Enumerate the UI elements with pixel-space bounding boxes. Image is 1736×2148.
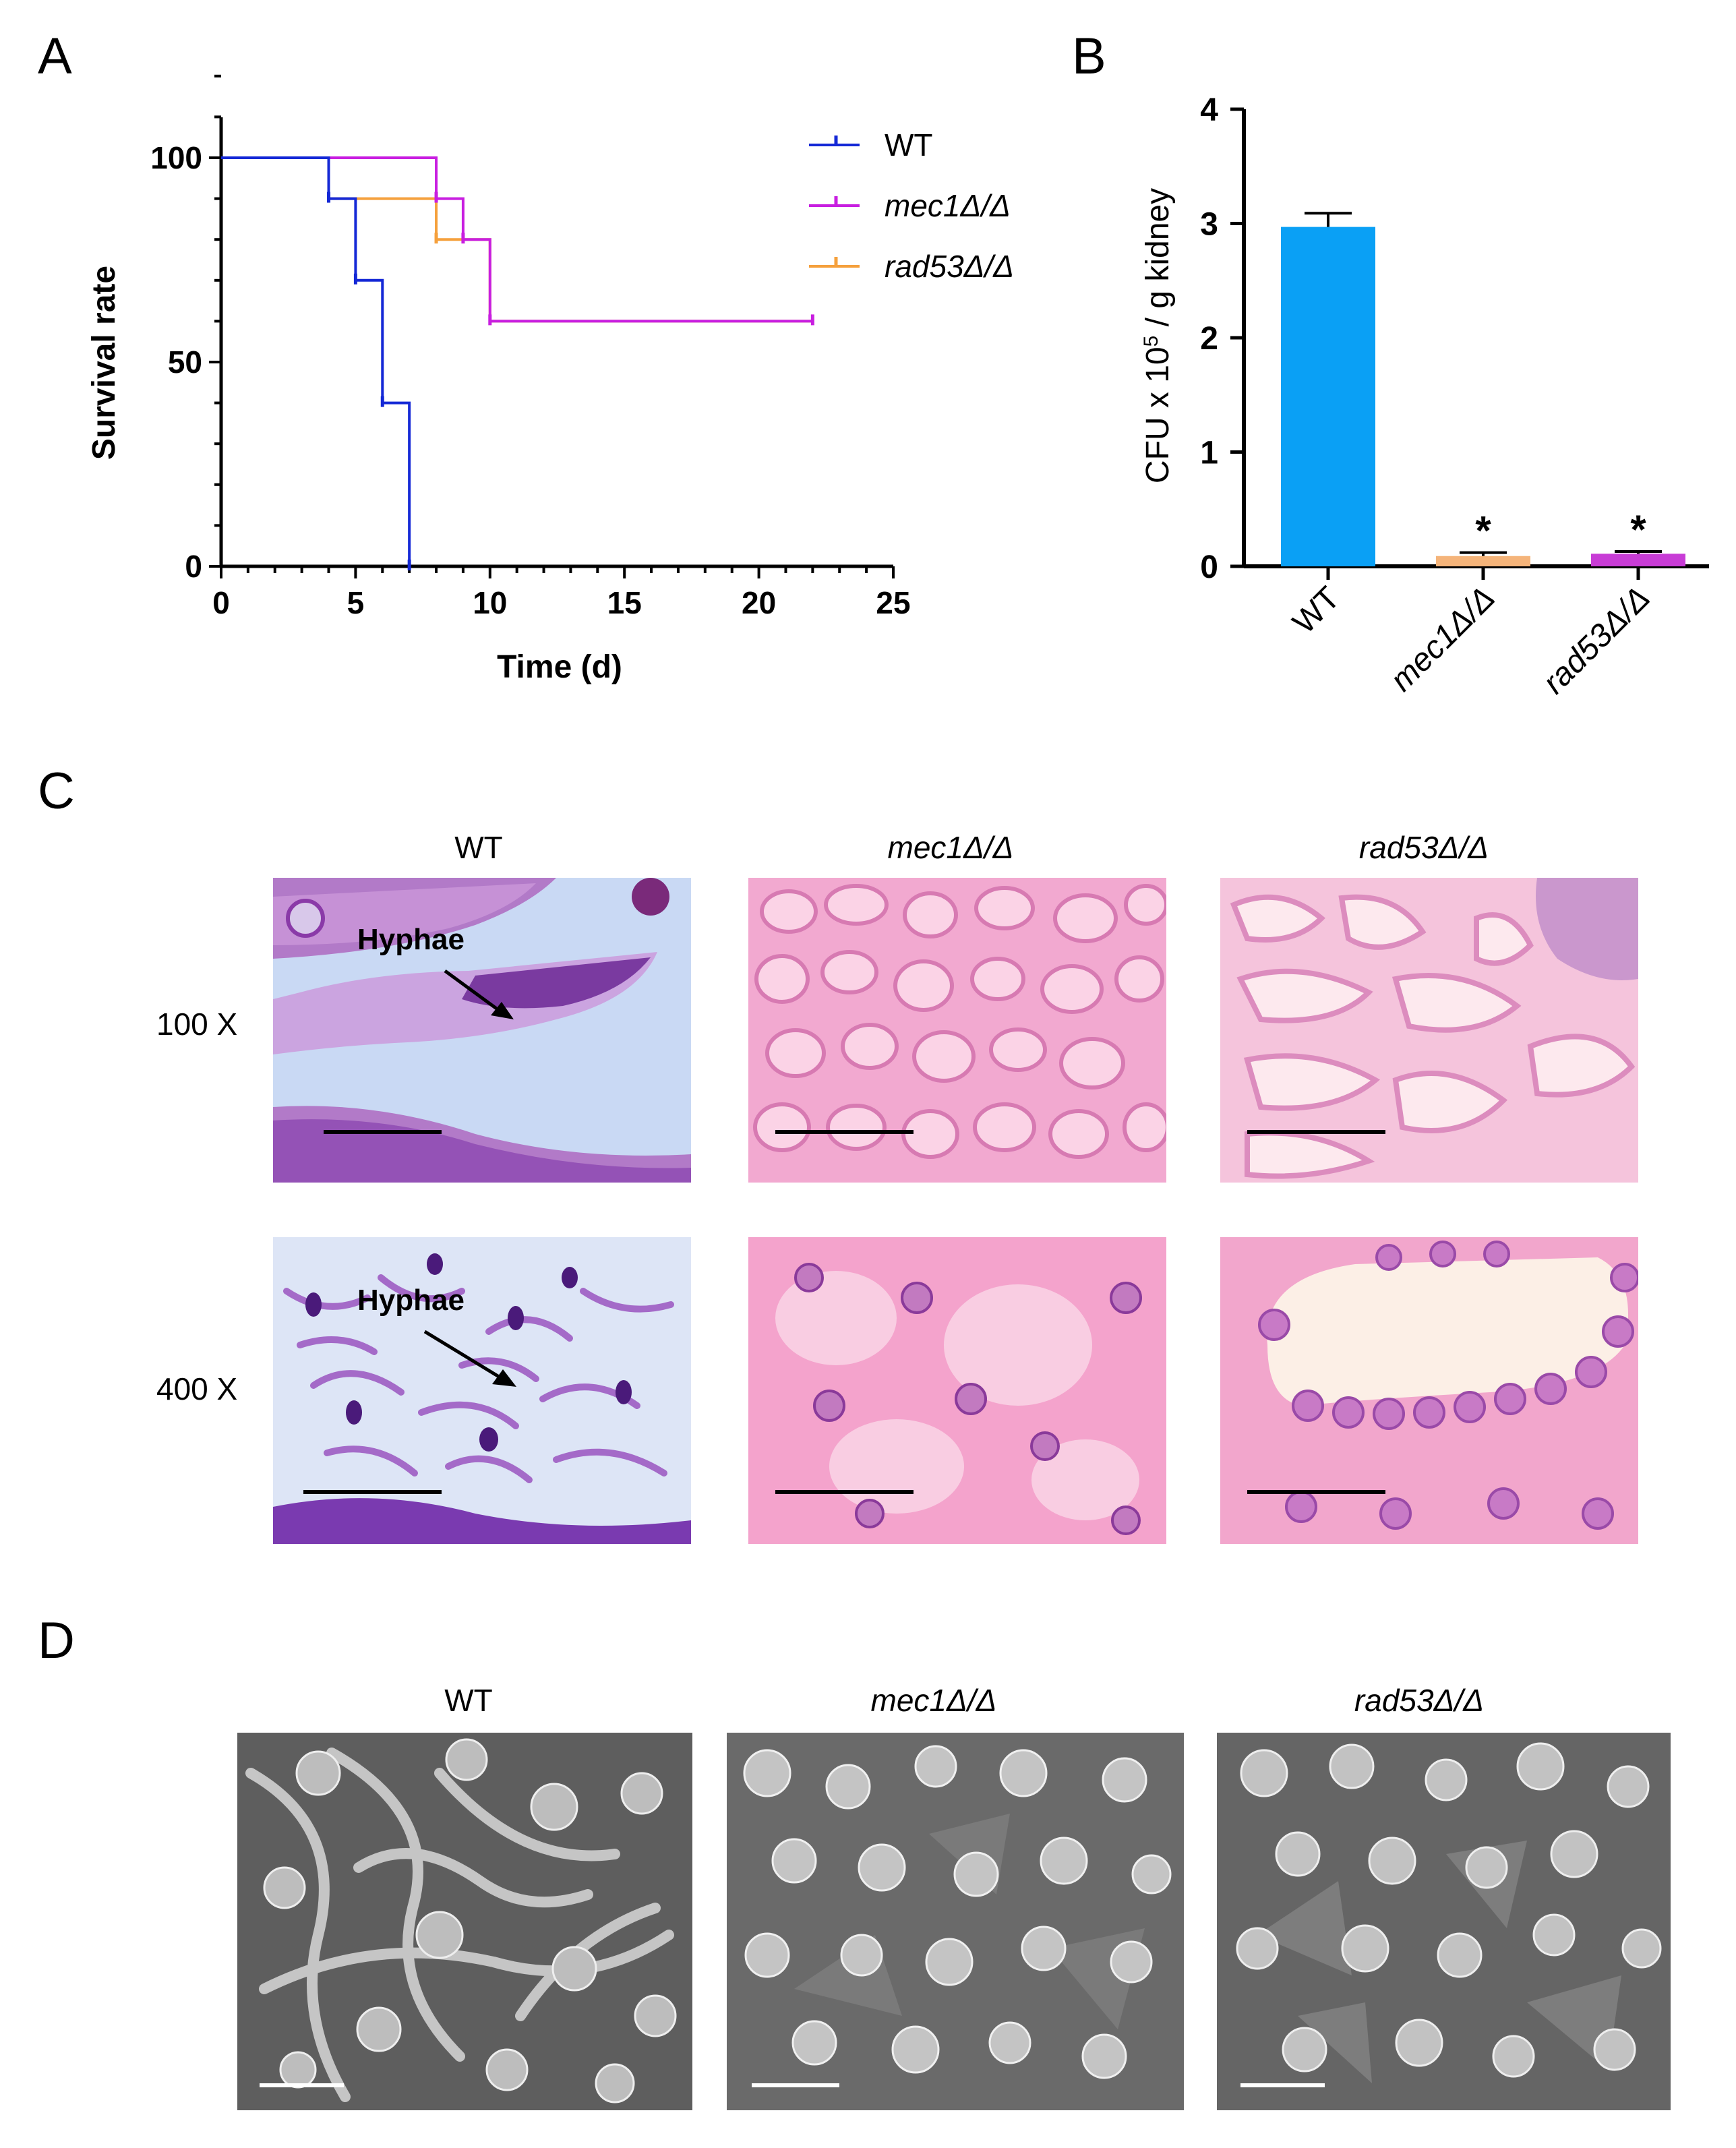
survival-series-line [221,156,813,323]
scale-bar [775,1130,914,1134]
panel-label-d: D [38,1612,75,1669]
survival-series-line [221,156,813,323]
survival-chart: 0 5 10 15 20 25 0 50 100 WT mec1Δ/Δ rad53Δ/Δ Time … [86,74,1014,685]
histology-column-mec1: mec1Δ/Δ [742,829,1160,866]
scale-bar [775,1490,914,1494]
cfu-y-tick-label: 1 [1200,436,1218,471]
scale-bar [1247,1130,1385,1134]
survival-chart-series [221,156,814,570]
survival-x-tick-label: 20 [742,585,776,620]
survival-y-axis-label: Survival rate [86,266,122,460]
survival-x-tick-label: 5 [347,585,365,620]
cfu-significance-marker: * [1475,508,1491,554]
cfu-y-tick-label: 3 [1200,207,1218,243]
panel-label-c: C [38,763,75,820]
hyphae-label-100x: Hyphae [357,923,465,956]
cfu-bar [1281,227,1375,566]
survival-x-tick-label: 15 [607,585,642,620]
panel-label-b: B [1072,28,1106,85]
scale-bar [752,2083,839,2087]
panel-label-a: A [38,28,72,85]
histology-column-rad53-label: rad53Δ/Δ [1358,830,1489,865]
survival-x-tick-label: 25 [876,585,910,620]
cfu-y-tick-label: 0 [1200,549,1218,585]
survival-y-tick-label: 0 [185,549,202,584]
cfu-x-tick-label: rad53Δ/Δ [1536,580,1657,700]
survival-x-tick-label: 10 [473,585,507,620]
legend-label: mec1Δ/Δ [885,188,1011,223]
cfu-x-tick-label: mec1Δ/Δ [1383,580,1501,698]
survival-y-tick-label: 50 [168,345,202,380]
legend-label: rad53Δ/Δ [885,249,1014,284]
sem-column-mec1: mec1Δ/Δ [725,1682,1143,1719]
survival-x-axis-label: Time (d) [497,649,622,685]
sem-column-rad53: rad53Δ/Δ [1210,1682,1628,1719]
survival-x-tick-label: 0 [212,585,230,620]
hyphae-annotation-100x: Hyphae [357,923,514,1019]
cfu-bar [1591,554,1685,566]
hyphae-arrow-100x [444,969,502,1013]
histology-column-rad53: rad53Δ/Δ [1215,829,1633,866]
cfu-y-axis-label-part2: / g kidney [1140,188,1176,336]
histology-row-100x: 100 X [156,1007,238,1042]
survival-series-line [221,156,411,566]
sem-column-mec1-label: mec1Δ/Δ [870,1683,997,1718]
histology-mec1-400x-image [748,1237,1166,1544]
scale-bar [1247,1490,1385,1494]
cfu-bar-chart-bars: * * [1281,212,1685,566]
sem-wt-image [237,1733,692,2110]
histology-rad53-400x-image [1220,1237,1638,1544]
cfu-y-axis-label-part1: CFU x 10 [1140,347,1176,483]
histology-column-wt: WT [454,830,503,865]
cfu-y-axis-label-superscript: 5 [1140,336,1162,347]
hyphae-label-400x: Hyphae [357,1284,465,1317]
sem-mec1-image [727,1733,1184,2110]
survival-y-tick-label: 100 [150,140,202,175]
sem-rad53-image [1217,1733,1671,2110]
legend-label: WT [885,127,933,162]
cfu-x-tick-label: WT [1286,580,1347,640]
histology-column-mec1-label: mec1Δ/Δ [887,830,1014,865]
histology-wt-100x-image [273,878,691,1183]
scale-bar [324,1130,442,1134]
scale-bar [260,2083,344,2087]
cfu-y-tick-label: 4 [1200,92,1218,128]
sem-column-rad53-label: rad53Δ/Δ [1354,1683,1485,1718]
histology-mec1-100x-image [748,878,1166,1183]
cfu-bar-chart-axes: 0 1 2 3 4 WT mec1Δ/Δ rad53Δ/Δ [1200,92,1709,701]
survival-chart-axes: 0 5 10 15 20 25 0 50 100 [150,74,911,620]
histology-rad53-100x-image [1220,878,1638,1183]
scale-bar [303,1490,442,1494]
sem-column-wt: WT [444,1683,493,1718]
histology-row-400x: 400 X [156,1371,238,1406]
cfu-y-tick-label: 2 [1200,321,1218,357]
scale-bar [1240,2083,1325,2087]
hyphae-annotation-400x: Hyphae [357,1284,516,1387]
survival-chart-legend: WT mec1Δ/Δ rad53Δ/Δ [809,127,1014,284]
hyphae-arrowhead-100x [491,1002,514,1019]
cfu-y-axis-label: CFU x 105 / g kidney [1140,188,1176,483]
hyphae-arrow-400x [423,1330,504,1381]
cfu-bar [1436,556,1530,566]
cfu-significance-marker: * [1630,507,1646,552]
hyphae-arrowhead-400x [492,1369,516,1387]
